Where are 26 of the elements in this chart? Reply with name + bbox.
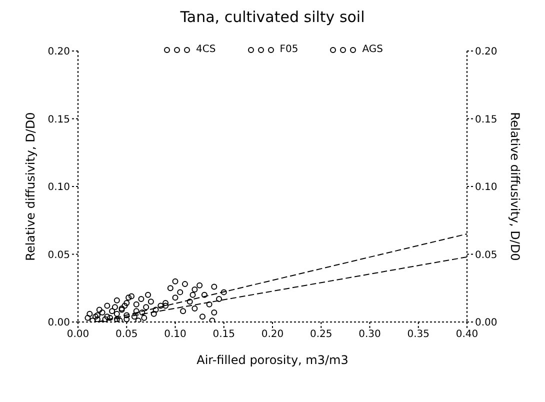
y-tick-label: 0.00 <box>48 318 70 329</box>
x-tick-label: 0.00 <box>66 329 90 340</box>
y-tick-label: 0.05 <box>48 250 70 261</box>
y2-tick-label: 0.05 <box>475 250 498 261</box>
legend-label: 4CS <box>196 44 216 55</box>
y2-axis-title: Relative diffusivity, D/D0 <box>508 112 522 261</box>
y-axis-title: Relative diffusivity, D/D0 <box>23 112 38 261</box>
x-tick-label: 0.15 <box>212 329 236 340</box>
x-tick-label: 0.05 <box>115 329 138 340</box>
y-tick-label: 0.10 <box>48 182 70 194</box>
y2-tick-label: 0.00 <box>475 318 498 329</box>
x-axis-title: Air-filled porosity, m3/m3 <box>196 353 348 367</box>
x-tick-label: 0.35 <box>407 329 430 340</box>
x-tick-label: 0.10 <box>164 329 186 340</box>
y2-tick-label: 0.10 <box>475 182 498 194</box>
x-tick-label: 0.40 <box>456 329 478 340</box>
y2-tick-label: 0.20 <box>475 46 498 58</box>
chart-title: Tana, cultivated silty soil <box>179 8 366 26</box>
x-tick-label: 0.25 <box>310 329 332 340</box>
legend-label: AGS <box>362 44 383 55</box>
x-tick-label: 0.20 <box>261 329 284 340</box>
x-tick-label: 0.30 <box>358 329 381 340</box>
y2-tick-label: 0.15 <box>475 114 498 126</box>
legend-label: F05 <box>280 44 298 55</box>
y-tick-label: 0.20 <box>48 46 70 58</box>
y-tick-label: 0.15 <box>48 114 70 126</box>
